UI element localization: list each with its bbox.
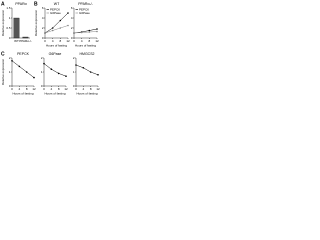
y-tick-label: 2 xyxy=(41,56,43,60)
chart-title: WT xyxy=(54,2,60,6)
y-tick-label: 2 xyxy=(42,26,44,30)
x-tick-label: PPARα-/- xyxy=(19,39,32,43)
x-tick-label: 8 xyxy=(88,39,90,43)
panel-label: B xyxy=(34,1,38,7)
point xyxy=(96,30,98,33)
x-axis-label: Hours of fasting xyxy=(76,91,97,95)
x-tick-label: 4 xyxy=(82,87,84,91)
y-tick-label: 1 xyxy=(9,70,11,74)
y-axis-label: Relative expression xyxy=(34,10,38,37)
chart-title: PEPCK xyxy=(17,52,30,56)
bar xyxy=(22,36,29,39)
chart-title: G6Pase xyxy=(49,52,62,56)
x-tick-label: 4 xyxy=(81,39,83,43)
x-tick-label: 12 xyxy=(96,87,100,91)
panel-label: C xyxy=(1,51,5,57)
y-tick-label: 1 xyxy=(73,70,75,74)
x-tick-label: 4 xyxy=(52,39,54,43)
bar xyxy=(13,17,20,39)
y-tick-label: 0 xyxy=(9,36,11,40)
point xyxy=(50,68,53,70)
point xyxy=(59,27,62,29)
point xyxy=(89,71,92,73)
point xyxy=(11,60,13,62)
y-tick-label: 2 xyxy=(9,56,11,60)
chart-title: HMGCS2 xyxy=(80,52,95,56)
series-line xyxy=(73,31,98,34)
legend-label: G6Pase xyxy=(50,11,61,15)
x-tick-label: 0 xyxy=(73,39,75,43)
point xyxy=(51,27,54,29)
point xyxy=(43,62,45,65)
x-tick-label: 0 xyxy=(75,87,77,91)
point xyxy=(44,32,46,34)
x-tick-label: 4 xyxy=(50,87,52,91)
x-tick-label: 8 xyxy=(58,87,60,91)
x-axis-label: Hours of fasting xyxy=(44,91,65,95)
y-tick-label: 2 xyxy=(71,26,73,30)
x-tick-label: 0 xyxy=(43,87,45,91)
point xyxy=(18,65,21,68)
legend-label: PEPCK xyxy=(50,7,60,11)
y-tick-label: 0.5 xyxy=(6,26,11,30)
point xyxy=(59,19,62,22)
panel-label: A xyxy=(1,1,5,7)
point xyxy=(96,28,98,30)
x-tick-label: 4 xyxy=(18,87,20,91)
y-tick-label: 4 xyxy=(71,16,73,20)
x-axis-label: Hours of fasting xyxy=(46,43,67,47)
x-axis-label: Hours of fasting xyxy=(75,43,96,47)
point xyxy=(67,12,69,14)
point xyxy=(65,75,67,77)
y-tick-label: 4 xyxy=(42,16,44,20)
point xyxy=(33,76,35,79)
x-tick-label: 12 xyxy=(95,39,99,43)
point xyxy=(88,29,91,32)
point xyxy=(80,31,83,34)
y-axis-label: Relative expression xyxy=(1,10,5,37)
y-tick-label: 0 xyxy=(42,36,44,40)
y-axis-label: Relative expression xyxy=(1,59,5,86)
x-tick-label: 8 xyxy=(26,87,28,91)
point xyxy=(67,24,69,27)
y-tick-label: 1 xyxy=(9,16,11,20)
series-line xyxy=(75,64,99,76)
series-line xyxy=(44,25,69,34)
chart-title: PPARα-/- xyxy=(78,2,93,6)
x-tick-label: WT xyxy=(14,39,19,43)
x-tick-label: 0 xyxy=(11,87,13,91)
series-line xyxy=(43,63,67,77)
legend-label: G6Pase xyxy=(79,11,90,15)
point xyxy=(97,74,99,76)
series-line xyxy=(11,60,35,78)
y-tick-label: 6 xyxy=(71,6,73,10)
page: A PPARα Relative expression 0 0.5 1 1.5 WT PPARα… xyxy=(0,0,320,96)
point xyxy=(75,64,77,66)
x-axis-label: Hours of fasting xyxy=(12,91,33,95)
y-tick-label: 0 xyxy=(9,84,11,88)
series-line xyxy=(44,12,69,34)
point xyxy=(25,71,28,73)
chart-title: PPARα xyxy=(15,2,26,6)
y-tick-label: 6 xyxy=(42,6,44,10)
point xyxy=(51,29,54,32)
x-tick-label: 12 xyxy=(64,87,68,91)
point xyxy=(57,72,60,75)
x-tick-label: 12 xyxy=(66,39,70,43)
legend-label: PEPCK xyxy=(79,7,89,11)
y-tick-label: 0 xyxy=(71,36,73,40)
x-tick-label: 12 xyxy=(32,87,36,91)
y-tick-label: 0 xyxy=(41,84,43,88)
x-tick-label: 0 xyxy=(44,39,46,43)
y-tick-label: 2 xyxy=(73,56,75,60)
x-tick-label: 8 xyxy=(90,87,92,91)
y-tick-label: 0 xyxy=(73,84,75,88)
y-tick-label: 1 xyxy=(41,70,43,74)
point xyxy=(88,31,91,33)
x-tick-label: 8 xyxy=(59,39,61,43)
point xyxy=(73,32,75,34)
y-tick-label: 1.5 xyxy=(6,6,11,10)
point xyxy=(82,67,85,69)
